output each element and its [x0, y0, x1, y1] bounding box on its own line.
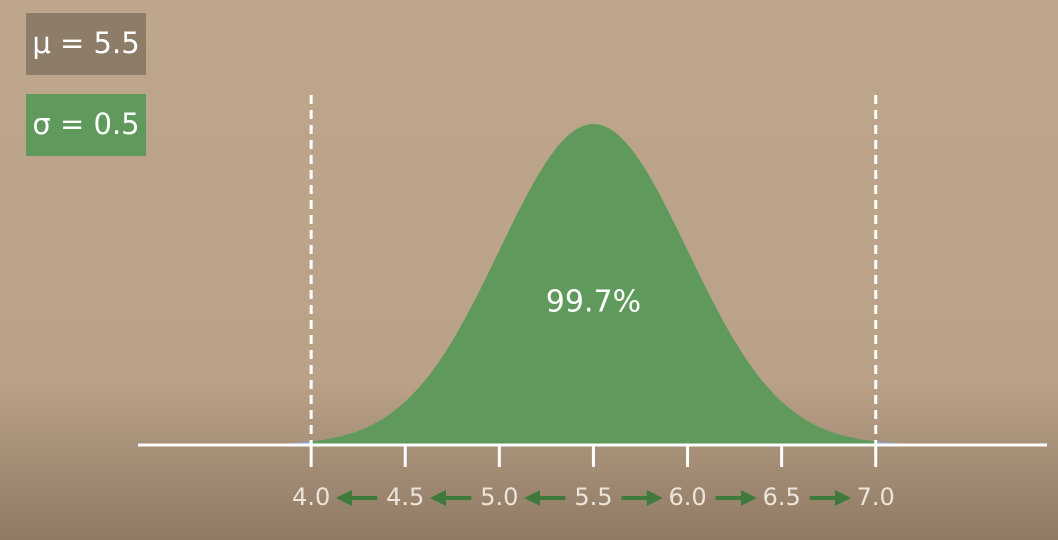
x-tick-label: 6.0: [668, 483, 706, 511]
x-tick-label: 6.5: [763, 483, 801, 511]
mu-box: [26, 13, 146, 75]
sigma-box: [26, 94, 146, 156]
x-tick-label: 5.5: [574, 483, 612, 511]
x-tick-label: 5.0: [480, 483, 518, 511]
sigma-label: σ = 0.5: [32, 107, 139, 141]
area-label: 99.7%: [546, 285, 641, 320]
x-tick-label: 7.0: [857, 483, 895, 511]
central-area: [311, 124, 876, 445]
x-tick-label: 4.5: [386, 483, 424, 511]
plot: 99.7% 4.0 4.5 5.0 5.5 6.0 6.5 7.0: [138, 95, 1047, 511]
mu-label: μ = 5.5: [32, 26, 139, 60]
x-tick-label: 4.0: [292, 483, 330, 511]
